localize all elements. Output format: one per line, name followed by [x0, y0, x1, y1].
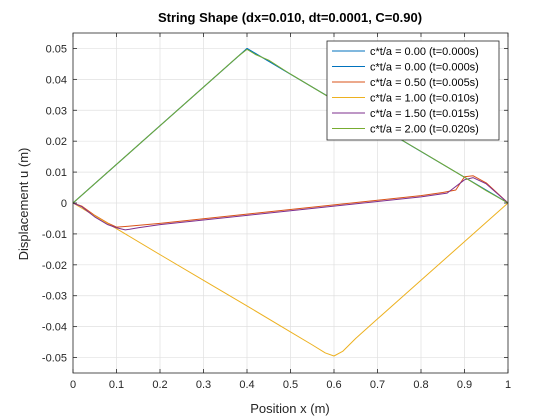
y-tick-label: 0.02 [46, 136, 67, 148]
legend-entry-label: c*t/a = 1.50 (t=0.015s) [370, 108, 479, 120]
x-tick-label: 0.6 [326, 379, 341, 391]
axis-ticks: 0 0.1 0.2 0.3 0.4 0.5 0.6 0.7 0.8 0.9 1 0.05 0.04 0.0… [42, 33, 511, 391]
legend-box [326, 40, 500, 141]
chart-title: String Shape (dx=0.010, dt=0.0001, C=0.9… [158, 10, 422, 25]
legend-entry-label: c*t/a = 2.00 (t=0.020s) [370, 124, 479, 136]
legend: c*t/a = 0.00 (t=0.000s) c*t/a = 0.00 (t=0… [326, 40, 500, 141]
y-tick-label: 0.03 [46, 105, 67, 117]
x-tick-label: 0.7 [370, 379, 385, 391]
x-tick-label: 0.4 [239, 379, 254, 391]
x-tick-label: 0.8 [413, 379, 428, 391]
x-tick-label: 1 [505, 379, 511, 391]
x-tick-label: 0.9 [457, 379, 472, 391]
y-tick-label: -0.05 [42, 353, 67, 365]
y-tick-label: -0.04 [42, 322, 67, 334]
x-tick-label: 0.5 [283, 379, 298, 391]
y-tick-label: -0.01 [42, 229, 67, 241]
grid [72, 33, 509, 373]
series-line-4 [72, 177, 509, 231]
x-tick-label: 0 [70, 379, 76, 391]
series-line-3 [72, 202, 509, 357]
legend-entry-label: c*t/a = 0.00 (t=0.000s) [370, 46, 479, 58]
y-tick-label: 0 [61, 198, 67, 210]
y-tick-label: -0.02 [42, 260, 67, 272]
x-tick-label: 0.2 [152, 379, 167, 391]
x-axis-label: Position x (m) [250, 401, 329, 416]
y-tick-label: 0.05 [46, 43, 67, 55]
x-tick-label: 0.3 [196, 379, 211, 391]
legend-entry-label: c*t/a = 0.50 (t=0.005s) [370, 77, 479, 89]
y-tick-label: -0.03 [42, 291, 67, 303]
series-line-2 [72, 175, 509, 228]
y-axis-label: Displacement u (m) [16, 148, 31, 261]
x-tick-label: 0.1 [109, 379, 124, 391]
legend-entry-label: c*t/a = 0.00 (t=0.000s) [370, 62, 479, 74]
y-tick-label: 0.01 [46, 167, 67, 179]
legend-entry-label: c*t/a = 1.00 (t=0.010s) [370, 93, 479, 105]
series-line-5 [72, 48, 509, 204]
series-lines [72, 47, 509, 357]
y-tick-label: 0.04 [46, 74, 67, 86]
